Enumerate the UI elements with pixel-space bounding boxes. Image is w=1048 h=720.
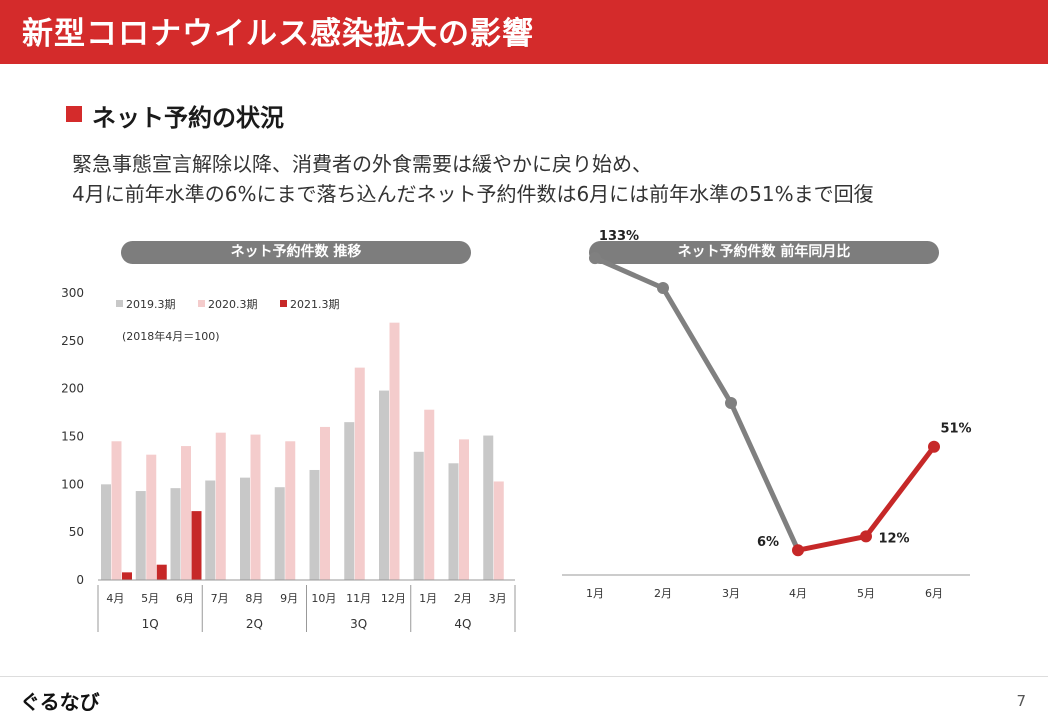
x-tick-label: 1月 (586, 587, 604, 600)
line-point (792, 544, 804, 557)
legend-label: 2019.3期 (126, 298, 176, 311)
line-point (860, 530, 872, 543)
bar (413, 451, 424, 580)
x-tick-label: 2月 (454, 592, 472, 605)
page-title: 新型コロナウイルス感染拡大の影響 (22, 16, 534, 52)
bar (389, 322, 400, 580)
bar (111, 441, 122, 580)
bar-chart-title: ネット予約件数 推移 (121, 241, 471, 264)
bar (205, 480, 216, 580)
y-tick-label: 150 (61, 430, 84, 444)
legend-label: 2020.3期 (208, 298, 258, 311)
line-point (725, 397, 737, 409)
x-tick-label: 7月 (211, 592, 229, 605)
y-tick-label: 50 (69, 525, 84, 539)
bar (181, 446, 191, 580)
x-tick-label: 6月 (176, 592, 194, 605)
bar (215, 432, 226, 580)
data-label: 12% (878, 531, 909, 546)
x-tick-label: 4月 (106, 592, 124, 605)
bar (122, 572, 132, 580)
y-tick-label: 200 (61, 382, 84, 396)
chart-note: (2018年4月＝100) (122, 329, 220, 343)
page-number: 7 (1016, 692, 1026, 710)
bar (250, 434, 261, 580)
x-tick-label: 12月 (381, 592, 406, 605)
group-label: 2Q (246, 617, 263, 631)
x-tick-label: 3月 (489, 592, 507, 605)
bar (424, 409, 435, 580)
bar (448, 463, 459, 580)
line-point (928, 440, 940, 453)
bar (320, 426, 330, 580)
bar (191, 511, 202, 580)
legend-swatch (116, 300, 123, 307)
x-tick-label: 8月 (245, 592, 263, 605)
y-tick-label: 250 (61, 334, 84, 348)
bar (309, 469, 320, 580)
data-label: 51% (940, 422, 971, 437)
group-label: 1Q (142, 617, 159, 631)
line-point (589, 252, 601, 265)
legend-label: 2021.3期 (290, 298, 340, 311)
bar (146, 454, 157, 580)
group-label: 3Q (350, 617, 367, 631)
line-series-prior (593, 255, 801, 552)
body-text-line-1: 緊急事態宣言解除以降、消費者の外食需要は緩やかに戻り始め、 (72, 152, 652, 176)
y-tick-label: 300 (61, 286, 84, 300)
x-tick-label: 9月 (280, 592, 298, 605)
bar (170, 488, 181, 580)
bar (274, 487, 285, 580)
section-marker (66, 106, 82, 122)
x-tick-label: 6月 (925, 587, 943, 600)
header-bar: 新型コロナウイルス感染拡大の影響 (0, 0, 1048, 64)
bar (379, 390, 389, 580)
x-tick-label: 11月 (346, 592, 371, 605)
section-title: ネット予約の状況 (92, 104, 284, 132)
x-tick-label: 10月 (311, 592, 336, 605)
y-tick-label: 100 (61, 477, 84, 491)
body-text-line-2: 4月に前年水準の6%にまで落ち込んだネット予約件数は6月には前年水準の51%まで… (72, 182, 874, 206)
bar (156, 564, 167, 580)
x-tick-label: 2月 (654, 587, 672, 600)
bar (483, 435, 494, 580)
bar (135, 491, 146, 580)
y-tick-label: 0 (76, 573, 84, 587)
line-chart-title: ネット予約件数 前年同月比 (589, 241, 939, 264)
x-tick-label: 5月 (141, 592, 159, 605)
legend-swatch (280, 300, 287, 307)
data-label: 6% (757, 535, 779, 550)
x-tick-label: 4月 (789, 587, 807, 600)
bar (240, 477, 250, 580)
x-tick-label: 5月 (857, 587, 875, 600)
x-tick-label: 3月 (722, 587, 740, 600)
footer-divider (0, 676, 1048, 677)
bar (101, 484, 111, 580)
group-label: 4Q (454, 617, 471, 631)
x-tick-label: 1月 (419, 592, 437, 605)
bar (344, 422, 355, 580)
bar (459, 439, 469, 580)
bar (354, 367, 365, 580)
gurunavi-logo: ぐるなび (20, 690, 100, 714)
bar (493, 481, 504, 580)
line-point (657, 282, 669, 294)
legend-swatch (198, 300, 205, 307)
bar (285, 441, 296, 580)
data-label: 133% (599, 229, 639, 244)
